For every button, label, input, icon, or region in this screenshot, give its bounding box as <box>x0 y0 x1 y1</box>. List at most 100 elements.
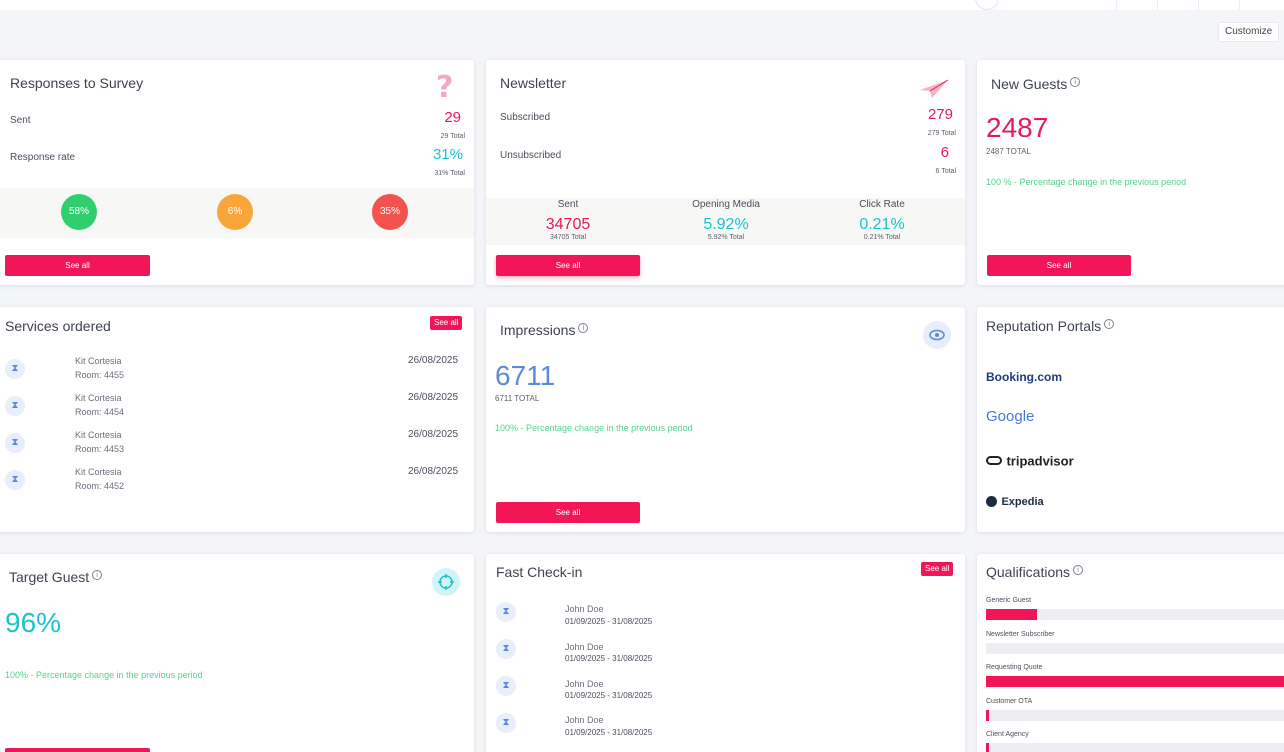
newsletter-subscribed-total: 279 Total <box>927 130 956 137</box>
new-guests-value: 2487 <box>986 112 1049 143</box>
target-see-all-button[interactable] <box>5 748 150 752</box>
stat-opening-head: Opening Media <box>692 199 760 210</box>
newsletter-unsubscribed-label: Unsubscribed <box>500 150 562 161</box>
impressions-title-text: Impressions <box>500 322 576 338</box>
checkin-dates: 01/09/2025 - 31/08/2025 <box>565 617 653 626</box>
qualification-bar-track <box>986 676 1284 687</box>
service-room: Room: 4455 <box>75 370 125 380</box>
checkin-name: John Doe <box>565 679 604 689</box>
toolbar-slot-1[interactable] <box>1116 0 1156 10</box>
stat-click-value: 0.21% <box>859 216 905 233</box>
survey-circle-1: 58% <box>61 194 97 230</box>
reputation-card: Reputation Portals i Booking.com Google t… <box>977 307 1284 532</box>
survey-band: 58% 6% 35% <box>0 188 474 238</box>
booking-logo[interactable]: Booking.com <box>986 370 1063 384</box>
target-card: Target Guest i 96% 100% - Percentage chan… <box>0 554 474 752</box>
info-icon[interactable]: i <box>1073 565 1084 575</box>
stat-opening-sub: 5.92% Total <box>707 234 745 241</box>
service-date: 26/08/2025 <box>408 429 459 440</box>
impressions-card: Impressions i 6711 6711 TOTAL 100% - Perc… <box>486 307 965 532</box>
checkin-card: Fast Check-in See all ⧗ John Doe 01/09/2… <box>486 554 965 752</box>
survey-rate-label: Response rate <box>10 152 76 163</box>
qualification-label: Requesting Quote <box>986 664 1043 671</box>
newsletter-see-all-button[interactable]: See all <box>496 255 640 276</box>
hourglass-icon: ⧗ <box>5 470 25 490</box>
info-icon[interactable]: i <box>578 323 589 333</box>
hourglass-icon: ⧗ <box>5 359 25 379</box>
qualification-bar-fill <box>986 709 989 721</box>
survey-sent-label: Sent <box>10 115 31 126</box>
service-name: Kit Cortesia <box>75 430 122 440</box>
impressions-see-all-button[interactable]: See all <box>496 502 640 523</box>
toolbar-slot-4[interactable] <box>1239 0 1279 10</box>
google-logo[interactable]: Google <box>986 408 1035 425</box>
expedia-logo-text: Expedia <box>1001 495 1044 508</box>
new-guests-card: New Guests i 2487 2487 TOTAL 100 % - Perc… <box>977 60 1284 285</box>
services-card: Services ordered See all ⧗ Kit Cortesia … <box>0 307 474 532</box>
newsletter-title: Newsletter <box>500 75 567 91</box>
survey-sent-total: 29 Total <box>440 133 465 140</box>
new-guests-total: 2487 TOTAL <box>986 147 1031 156</box>
new-guests-see-all-button[interactable]: See all <box>987 255 1131 276</box>
reputation-title-text: Reputation Portals <box>986 318 1102 334</box>
hourglass-icon: ⧗ <box>496 602 516 622</box>
qualifications-card: Qualifications i Generic Guest Newsletter … <box>977 554 1284 752</box>
toolbar-slot-3[interactable] <box>1198 0 1238 10</box>
survey-see-all-button[interactable]: See all <box>5 255 150 276</box>
qualifications-title-text: Qualifications <box>986 564 1071 580</box>
expedia-logo[interactable]: Expedia <box>986 493 1044 511</box>
target-title: Target Guest i <box>9 569 103 585</box>
checkin-see-all-button[interactable]: See all <box>921 562 954 576</box>
new-guests-title: New Guests i <box>991 76 1081 92</box>
eye-icon <box>923 321 951 349</box>
tripadvisor-owl-icon <box>986 456 1002 466</box>
hourglass-icon: ⧗ <box>496 639 516 659</box>
survey-card: Responses to Survey ? Sent 29 29 Total R… <box>0 60 474 285</box>
user-avatar[interactable] <box>975 0 999 10</box>
question-icon: ? <box>436 70 454 105</box>
target-title-text: Target Guest <box>9 569 90 585</box>
reputation-title: Reputation Portals i <box>986 318 1115 334</box>
survey-title: Responses to Survey <box>10 75 144 91</box>
hourglass-icon: ⧗ <box>496 713 516 733</box>
tripadvisor-logo[interactable]: tripadvisor <box>986 452 1074 470</box>
tripadvisor-logo-text: tripadvisor <box>1006 453 1074 469</box>
service-room: Room: 4454 <box>75 407 125 417</box>
service-name: Kit Cortesia <box>75 393 122 403</box>
newsletter-stats-band: Sent 34705 34705 Total Opening Media 5.9… <box>486 198 965 245</box>
info-icon[interactable]: i <box>1070 77 1081 87</box>
survey-sent-value: 29 <box>444 109 461 126</box>
new-guests-title-text: New Guests <box>991 76 1068 92</box>
checkin-name: John Doe <box>565 715 604 725</box>
info-icon[interactable]: i <box>1104 319 1115 329</box>
qualification-label: Customer OTA <box>986 697 1033 705</box>
customize-button[interactable]: Customize <box>1218 22 1280 42</box>
service-date: 26/08/2025 <box>408 466 459 477</box>
qualification-bar-fill <box>986 743 989 752</box>
qualification-label: Generic Guest <box>986 597 1032 604</box>
toolbar-slot-2[interactable] <box>1157 0 1197 10</box>
service-name: Kit Cortesia <box>75 467 122 477</box>
top-bar <box>0 0 1284 10</box>
target-note: 100% - Percentage change in the previous… <box>5 670 203 680</box>
hourglass-icon: ⧗ <box>5 433 25 453</box>
newsletter-subscribed-value: 279 <box>927 106 953 123</box>
qualification-bar-track <box>986 709 1284 721</box>
qualification-label: Client Agency <box>986 731 1029 738</box>
checkin-dates: 01/09/2025 - 31/08/2025 <box>565 654 653 663</box>
qualification-bar-track <box>986 642 1284 654</box>
checkin-dates: 01/09/2025 - 31/08/2025 <box>565 728 653 737</box>
paper-plane-icon <box>920 79 949 98</box>
stat-sent-head: Sent <box>557 199 579 210</box>
services-see-all-button[interactable]: See all <box>430 316 463 330</box>
hourglass-icon: ⧗ <box>496 676 516 696</box>
newsletter-subscribed-label: Subscribed <box>500 112 551 123</box>
stat-opening-value: 5.92% <box>703 216 749 233</box>
newsletter-card: Newsletter Subscribed 279 279 Total Unsu… <box>486 60 965 285</box>
impressions-note: 100% - Percentage change in the previous… <box>495 423 693 433</box>
service-room: Room: 4452 <box>75 481 125 491</box>
impressions-title: Impressions i <box>500 322 589 338</box>
stat-sent-value: 34705 <box>545 216 591 233</box>
services-title: Services ordered <box>5 318 111 334</box>
info-icon[interactable]: i <box>92 570 103 580</box>
